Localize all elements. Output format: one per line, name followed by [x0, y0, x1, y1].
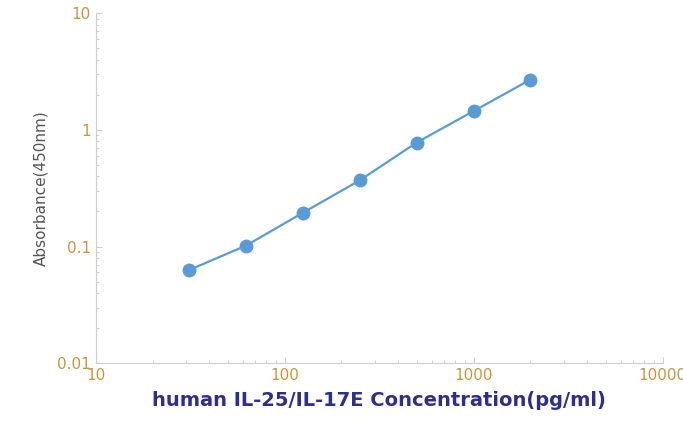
- Y-axis label: Absorbance(450nm): Absorbance(450nm): [33, 110, 48, 266]
- X-axis label: human IL-25/IL-17E Concentration(pg/ml): human IL-25/IL-17E Concentration(pg/ml): [152, 392, 606, 411]
